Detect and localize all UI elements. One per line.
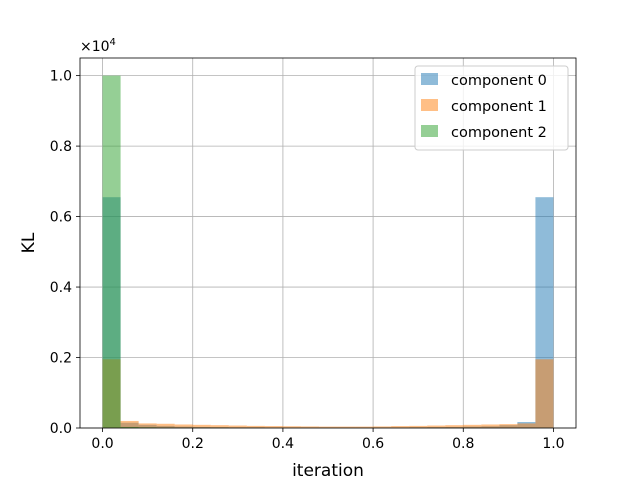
legend-swatch-component-0: [421, 73, 438, 85]
bar-component-1-bin-22: [499, 424, 518, 428]
x-tick-label-3: 0.6: [362, 436, 384, 452]
x-tick-label-0: 0.0: [91, 436, 113, 452]
bar-component-2-bin-1: [120, 426, 139, 428]
y-tick-label-5: 1.0: [50, 69, 72, 85]
legend-label-component-0: component 0: [451, 73, 547, 89]
y-offset-text: ×104: [80, 37, 116, 55]
bar-component-1-bin-3: [156, 423, 175, 428]
x-tick-label-4: 0.8: [452, 436, 474, 452]
bar-component-1-bin-21: [481, 424, 500, 428]
x-tick-label-5: 1.0: [542, 436, 564, 452]
bar-component-2-bin-0: [102, 75, 121, 428]
y-tick-label-1: 0.2: [50, 351, 72, 367]
bar-component-1-bin-10: [282, 426, 301, 428]
bar-component-1-bin-7: [228, 425, 247, 428]
x-tick-label-2: 0.4: [272, 436, 294, 452]
bar-component-1-bin-23: [517, 423, 536, 428]
bar-component-1-bin-4: [174, 424, 193, 428]
bar-component-1-bin-5: [192, 424, 211, 428]
y-tick-label-2: 0.4: [50, 280, 72, 296]
axis-ticks: 0.0 0.2 0.4 0.6 0.8 1.0 0.0 0.2 0.4 0.6 0.8 1.0: [50, 69, 565, 452]
bar-component-1-bin-20: [463, 424, 482, 428]
bar-component-1-bin-17: [409, 425, 428, 428]
plot-frame: [79, 57, 577, 429]
y-tick-label-0: 0.0: [50, 421, 72, 437]
bar-component-1-bin-14: [355, 426, 374, 428]
y-tick-label-4: 0.8: [50, 139, 72, 155]
y-axis-label: KL: [19, 232, 39, 253]
bar-component-1-bin-6: [210, 425, 229, 428]
bar-component-1-bin-15: [373, 426, 392, 428]
bar-component-1-bin-24: [535, 359, 554, 428]
legend-label-component-2: component 2: [451, 125, 547, 141]
legend-box: [414, 65, 569, 151]
bar-component-1-bin-9: [264, 426, 283, 428]
x-axis-label: iteration: [292, 461, 364, 480]
bar-component-1-bin-19: [445, 425, 464, 428]
bar-component-1-bin-12: [318, 426, 338, 428]
bar-component-1-bin-13: [337, 426, 356, 428]
legend-swatch-component-1: [421, 99, 438, 111]
legend-swatch-component-2: [421, 125, 438, 137]
bar-component-1-bin-8: [246, 425, 265, 428]
bar-component-1-bin-18: [427, 425, 446, 428]
legend: component 0 component 1 component 2: [414, 65, 569, 151]
bar-component-1-bin-1: [120, 420, 139, 428]
legend-label-component-1: component 1: [451, 99, 547, 115]
bar-component-1-bin-2: [138, 423, 157, 428]
bar-component-1-bin-16: [391, 426, 410, 428]
bar-component-1-bin-11: [300, 426, 319, 428]
x-tick-label-1: 0.2: [182, 436, 204, 452]
y-tick-label-3: 0.6: [50, 210, 72, 226]
